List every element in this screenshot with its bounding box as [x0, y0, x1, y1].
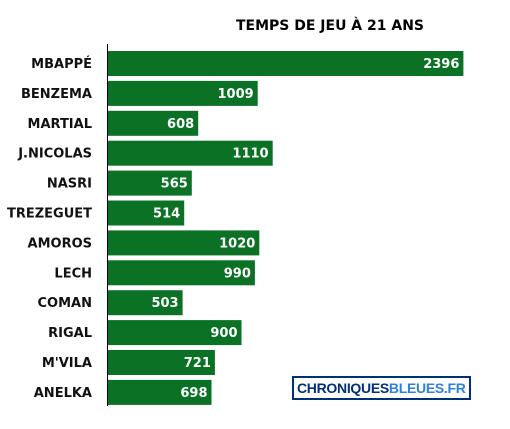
- value-label-0: 2396: [423, 57, 459, 72]
- bar-6: [108, 230, 260, 256]
- bar-2: [108, 110, 199, 136]
- bar-0: [108, 51, 464, 76]
- value-label-4: 565: [161, 177, 188, 192]
- category-label-8: COMAN: [38, 296, 92, 311]
- bar-10: [108, 350, 215, 375]
- value-label-2: 608: [167, 117, 194, 132]
- category-label-3: J.NICOLAS: [17, 147, 92, 162]
- bar-4: [108, 170, 192, 196]
- value-label-11: 698: [180, 386, 207, 401]
- watermark-logo: CHRONIQUES BLEUES.FR: [292, 376, 471, 400]
- category-label-1: BENZEMA: [21, 87, 92, 102]
- value-label-5: 514: [153, 207, 180, 222]
- bar-1: [108, 80, 258, 106]
- value-label-6: 1020: [219, 236, 255, 251]
- category-label-4: NASRI: [47, 177, 92, 192]
- value-label-3: 1110: [232, 147, 268, 162]
- bar-8: [108, 290, 183, 316]
- bar-3: [108, 140, 273, 166]
- watermark-text-part2: BLEUES.FR: [388, 380, 466, 396]
- category-label-5: TREZEGUET: [7, 207, 92, 222]
- category-label-9: RIGAL: [48, 326, 92, 341]
- category-label-0: MBAPPÉ: [31, 56, 92, 72]
- watermark-text-part1: CHRONIQUES: [297, 380, 389, 396]
- value-label-7: 990: [224, 266, 251, 281]
- value-label-8: 503: [151, 296, 178, 311]
- category-label-11: ANELKA: [34, 386, 92, 401]
- value-label-9: 900: [210, 326, 237, 341]
- value-label-10: 721: [184, 356, 211, 371]
- bar-7: [108, 260, 255, 286]
- value-label-1: 1009: [218, 87, 254, 102]
- bar-11: [108, 379, 212, 405]
- bar-5: [108, 200, 185, 226]
- chart-title: TEMPS DE JEU À 21 ANS: [236, 17, 424, 34]
- bar-9: [108, 320, 242, 346]
- category-label-6: AMOROS: [28, 236, 92, 251]
- category-label-7: LECH: [54, 266, 92, 281]
- category-label-2: MARTIAL: [28, 117, 92, 132]
- category-label-10: M'VILA: [42, 356, 92, 371]
